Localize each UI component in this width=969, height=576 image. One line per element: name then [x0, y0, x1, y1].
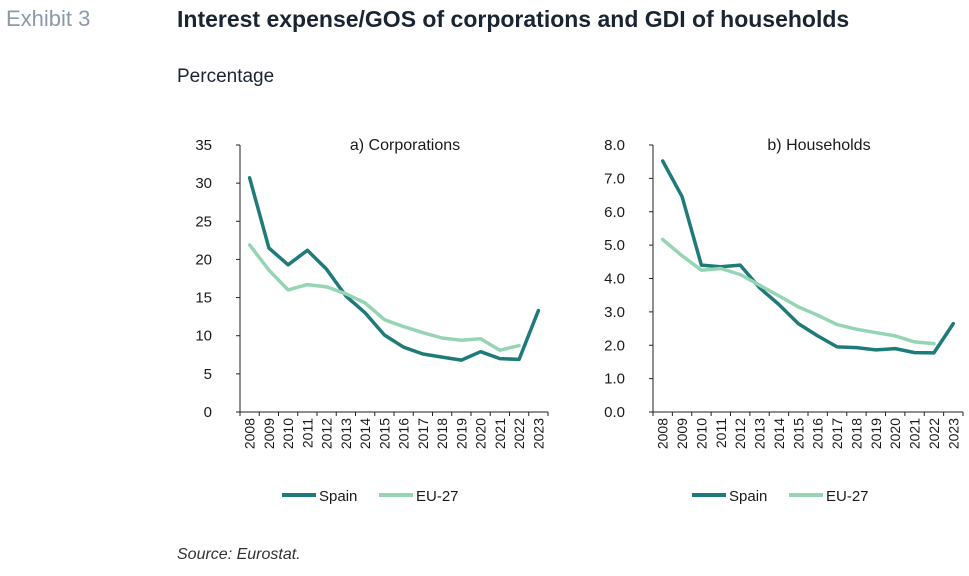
series-line-spain — [660, 159, 956, 355]
y-tick-label: 5.0 — [604, 237, 625, 254]
x-tick-label: 2008 — [242, 418, 258, 449]
x-tick-label: 2021 — [492, 418, 508, 449]
x-tick-label: 2012 — [732, 418, 748, 449]
series-line-eu-27 — [660, 237, 936, 346]
y-tick-label: 7.0 — [604, 170, 625, 187]
page-title: Interest expense/GOS of corporations and… — [177, 6, 850, 32]
x-tick-label: 2017 — [415, 418, 431, 449]
x-tick-label: 2020 — [473, 418, 489, 449]
x-tick-label: 2010 — [280, 418, 296, 449]
x-tick-label: 2013 — [338, 418, 354, 449]
x-tick-label: 2021 — [907, 418, 923, 449]
y-tick-label: 0.0 — [604, 404, 625, 421]
source-note: Source: Eurostat. — [177, 546, 301, 563]
chart-title: a) Corporations — [350, 137, 460, 154]
x-tick-label: 2016 — [810, 418, 826, 449]
legend-label-eu-27: EU-27 — [416, 488, 459, 505]
x-tick-label: 2014 — [771, 418, 787, 449]
x-tick-label: 2016 — [396, 418, 412, 449]
x-tick-label: 2015 — [376, 418, 392, 449]
x-tick-label: 2020 — [887, 418, 903, 449]
x-tick-label: 2019 — [868, 418, 884, 449]
chart-title: b) Households — [767, 137, 870, 154]
x-tick-label: 2012 — [319, 418, 335, 449]
y-tick-label: 0 — [204, 404, 212, 421]
legend-label-eu-27: EU-27 — [826, 488, 869, 505]
x-tick-label: 2018 — [848, 418, 864, 449]
legend-label-spain: Spain — [729, 488, 767, 505]
x-tick-label: 2019 — [453, 418, 469, 449]
x-tick-label: 2022 — [926, 418, 942, 449]
y-tick-label: 8.0 — [604, 137, 625, 154]
y-tick-label: 20 — [195, 251, 212, 268]
x-tick-label: 2023 — [945, 418, 961, 449]
x-tick-label: 2017 — [829, 418, 845, 449]
series-line-eu-27 — [247, 243, 521, 352]
x-tick-label: 2010 — [693, 418, 709, 449]
y-tick-label: 3.0 — [604, 304, 625, 321]
y-tick-label: 6.0 — [604, 204, 625, 221]
x-tick-label: 2015 — [790, 418, 806, 449]
y-tick-label: 1.0 — [604, 371, 625, 388]
y-tick-label: 25 — [195, 213, 212, 230]
x-tick-label: 2008 — [655, 418, 671, 449]
x-tick-label: 2011 — [299, 418, 315, 448]
y-tick-label: 15 — [195, 290, 212, 307]
y-tick-label: 5 — [204, 366, 212, 383]
exhibit-label: Exhibit 3 — [6, 6, 91, 31]
x-tick-label: 2014 — [357, 418, 373, 449]
x-tick-label: 2009 — [261, 418, 277, 449]
y-tick-label: 4.0 — [604, 271, 625, 288]
y-tick-label: 35 — [195, 137, 212, 154]
legend-label-spain: Spain — [319, 488, 357, 505]
y-tick-label: 10 — [195, 328, 212, 345]
x-tick-label: 2009 — [674, 418, 690, 449]
x-tick-label: 2018 — [434, 418, 450, 449]
series-line-spain — [247, 176, 541, 362]
y-tick-label: 2.0 — [604, 337, 625, 354]
subtitle: Percentage — [177, 66, 275, 87]
y-tick-label: 30 — [195, 175, 212, 192]
x-tick-label: 2023 — [530, 418, 546, 449]
x-tick-label: 2013 — [752, 418, 768, 449]
x-tick-label: 2011 — [713, 418, 729, 448]
x-tick-label: 2022 — [511, 418, 527, 449]
